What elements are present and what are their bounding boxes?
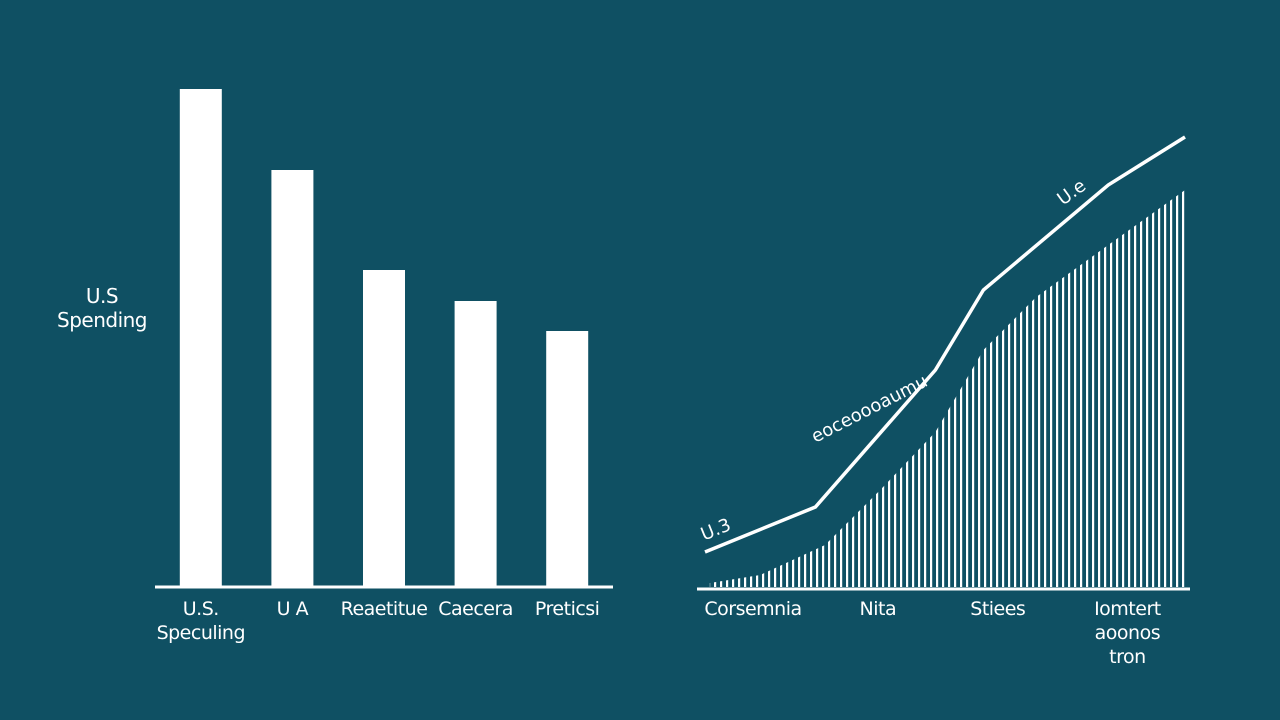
- x-tick-label: Caecera: [438, 598, 513, 620]
- bar: [546, 331, 589, 587]
- bar: [363, 270, 405, 587]
- bar: [454, 301, 497, 587]
- x-tick-label: U A: [276, 598, 309, 620]
- x-tick-label: Nita: [859, 598, 897, 620]
- hatched-area: [709, 190, 1185, 587]
- x-tick-label: Reaetitue: [340, 598, 428, 620]
- x-tick-label: Stiees: [970, 598, 1026, 620]
- line: [704, 135, 1186, 554]
- bar: [271, 170, 314, 587]
- x-tick-label: Corsemnia: [704, 598, 802, 620]
- x-tick-label: U.S. Speculing: [156, 598, 246, 644]
- y-axis-label: U.S Spending: [57, 284, 148, 332]
- x-tick-label: Preticsi: [534, 598, 600, 620]
- bar: [179, 89, 222, 587]
- line-annotation: eoceoooaumu: [808, 371, 931, 448]
- x-tick-label: Iomtert aoonos tron: [1094, 598, 1161, 668]
